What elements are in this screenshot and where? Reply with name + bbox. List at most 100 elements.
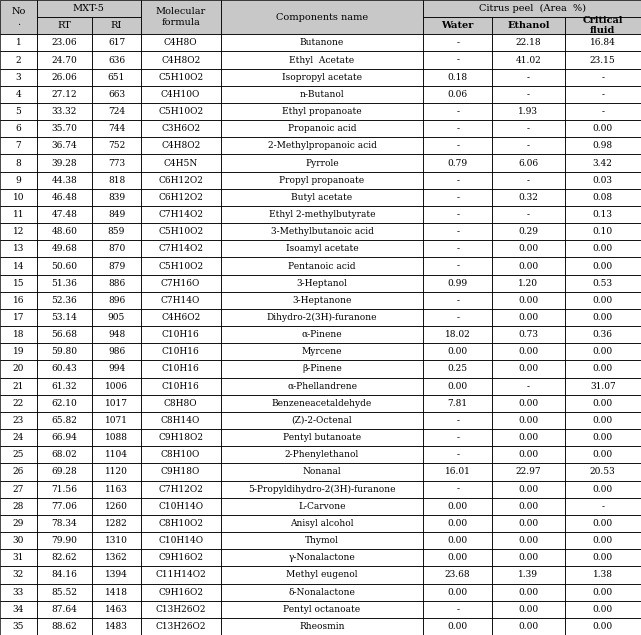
Bar bbox=[423, 481, 492, 498]
Bar bbox=[140, 120, 221, 137]
Text: δ-Nonalactone: δ-Nonalactone bbox=[288, 587, 356, 597]
Text: 27: 27 bbox=[13, 485, 24, 493]
Bar bbox=[0, 189, 37, 206]
Bar bbox=[37, 446, 92, 464]
Bar bbox=[423, 549, 492, 566]
Text: 25: 25 bbox=[13, 450, 24, 459]
Bar bbox=[92, 103, 140, 120]
Bar bbox=[423, 274, 492, 291]
Text: 0.00: 0.00 bbox=[593, 485, 613, 493]
Bar bbox=[140, 291, 221, 309]
Bar bbox=[140, 361, 221, 378]
Bar bbox=[492, 291, 565, 309]
Text: 0.00: 0.00 bbox=[447, 347, 468, 356]
Bar bbox=[565, 584, 641, 601]
Bar bbox=[423, 86, 492, 103]
Text: 65.82: 65.82 bbox=[52, 416, 78, 425]
Bar bbox=[565, 171, 641, 189]
Text: 0.06: 0.06 bbox=[447, 90, 468, 99]
Text: 0.00: 0.00 bbox=[518, 622, 538, 631]
Text: 1.38: 1.38 bbox=[593, 570, 613, 579]
Bar bbox=[565, 86, 641, 103]
Text: C8H10O: C8H10O bbox=[161, 450, 201, 459]
Bar bbox=[221, 137, 423, 154]
Bar bbox=[140, 223, 221, 240]
Bar bbox=[423, 103, 492, 120]
Bar bbox=[565, 309, 641, 326]
Bar bbox=[565, 344, 641, 361]
Bar bbox=[221, 584, 423, 601]
Bar bbox=[492, 361, 565, 378]
Bar bbox=[92, 498, 140, 515]
Bar bbox=[37, 0, 140, 17]
Text: 0.00: 0.00 bbox=[518, 587, 538, 597]
Text: 9: 9 bbox=[15, 176, 21, 185]
Bar bbox=[565, 429, 641, 446]
Bar bbox=[492, 498, 565, 515]
Bar bbox=[0, 498, 37, 515]
Text: 870: 870 bbox=[108, 244, 125, 253]
Bar bbox=[423, 498, 492, 515]
Bar bbox=[423, 51, 492, 69]
Bar bbox=[140, 154, 221, 171]
Bar bbox=[0, 34, 37, 51]
Bar bbox=[423, 344, 492, 361]
Text: -: - bbox=[456, 450, 459, 459]
Text: Pentyl butanoate: Pentyl butanoate bbox=[283, 433, 361, 442]
Text: 0.13: 0.13 bbox=[593, 210, 613, 219]
Bar bbox=[492, 69, 565, 86]
Bar bbox=[140, 154, 221, 171]
Text: Benzeneacetaldehyde: Benzeneacetaldehyde bbox=[272, 399, 372, 408]
Bar bbox=[221, 446, 423, 464]
Text: -: - bbox=[527, 382, 530, 391]
Bar bbox=[92, 189, 140, 206]
Text: 0.00: 0.00 bbox=[593, 399, 613, 408]
Text: C7H14O2: C7H14O2 bbox=[158, 210, 203, 219]
Text: 0.00: 0.00 bbox=[518, 364, 538, 373]
Bar bbox=[92, 274, 140, 291]
Bar bbox=[0, 206, 37, 223]
Text: (Z)-2-Octenal: (Z)-2-Octenal bbox=[292, 416, 353, 425]
Text: 3.42: 3.42 bbox=[593, 159, 613, 168]
Bar bbox=[0, 291, 37, 309]
Bar bbox=[423, 498, 492, 515]
Bar bbox=[37, 154, 92, 171]
Bar bbox=[221, 240, 423, 257]
Bar bbox=[37, 498, 92, 515]
Text: 49.68: 49.68 bbox=[52, 244, 78, 253]
Text: 29: 29 bbox=[13, 519, 24, 528]
Bar bbox=[423, 446, 492, 464]
Text: 0.00: 0.00 bbox=[518, 450, 538, 459]
Bar bbox=[37, 51, 92, 69]
Text: 14: 14 bbox=[13, 262, 24, 271]
Bar bbox=[0, 601, 37, 618]
Bar bbox=[0, 361, 37, 378]
Text: -: - bbox=[601, 90, 604, 99]
Bar bbox=[565, 549, 641, 566]
Bar bbox=[492, 189, 565, 206]
Bar bbox=[92, 34, 140, 51]
Bar bbox=[37, 378, 92, 395]
Bar bbox=[492, 361, 565, 378]
Bar bbox=[140, 412, 221, 429]
Bar bbox=[140, 120, 221, 137]
Bar bbox=[492, 240, 565, 257]
Text: -: - bbox=[527, 124, 530, 133]
Bar bbox=[492, 69, 565, 86]
Bar bbox=[492, 378, 565, 395]
Bar bbox=[423, 206, 492, 223]
Bar bbox=[221, 103, 423, 120]
Bar bbox=[140, 378, 221, 395]
Text: 1017: 1017 bbox=[105, 399, 128, 408]
Bar bbox=[0, 0, 37, 34]
Bar bbox=[37, 566, 92, 584]
Bar bbox=[92, 412, 140, 429]
Bar bbox=[221, 154, 423, 171]
Bar bbox=[92, 34, 140, 51]
Bar bbox=[92, 309, 140, 326]
Bar bbox=[92, 291, 140, 309]
Text: 46.48: 46.48 bbox=[52, 193, 78, 202]
Bar bbox=[492, 103, 565, 120]
Text: 7.81: 7.81 bbox=[447, 399, 468, 408]
Bar bbox=[92, 86, 140, 103]
